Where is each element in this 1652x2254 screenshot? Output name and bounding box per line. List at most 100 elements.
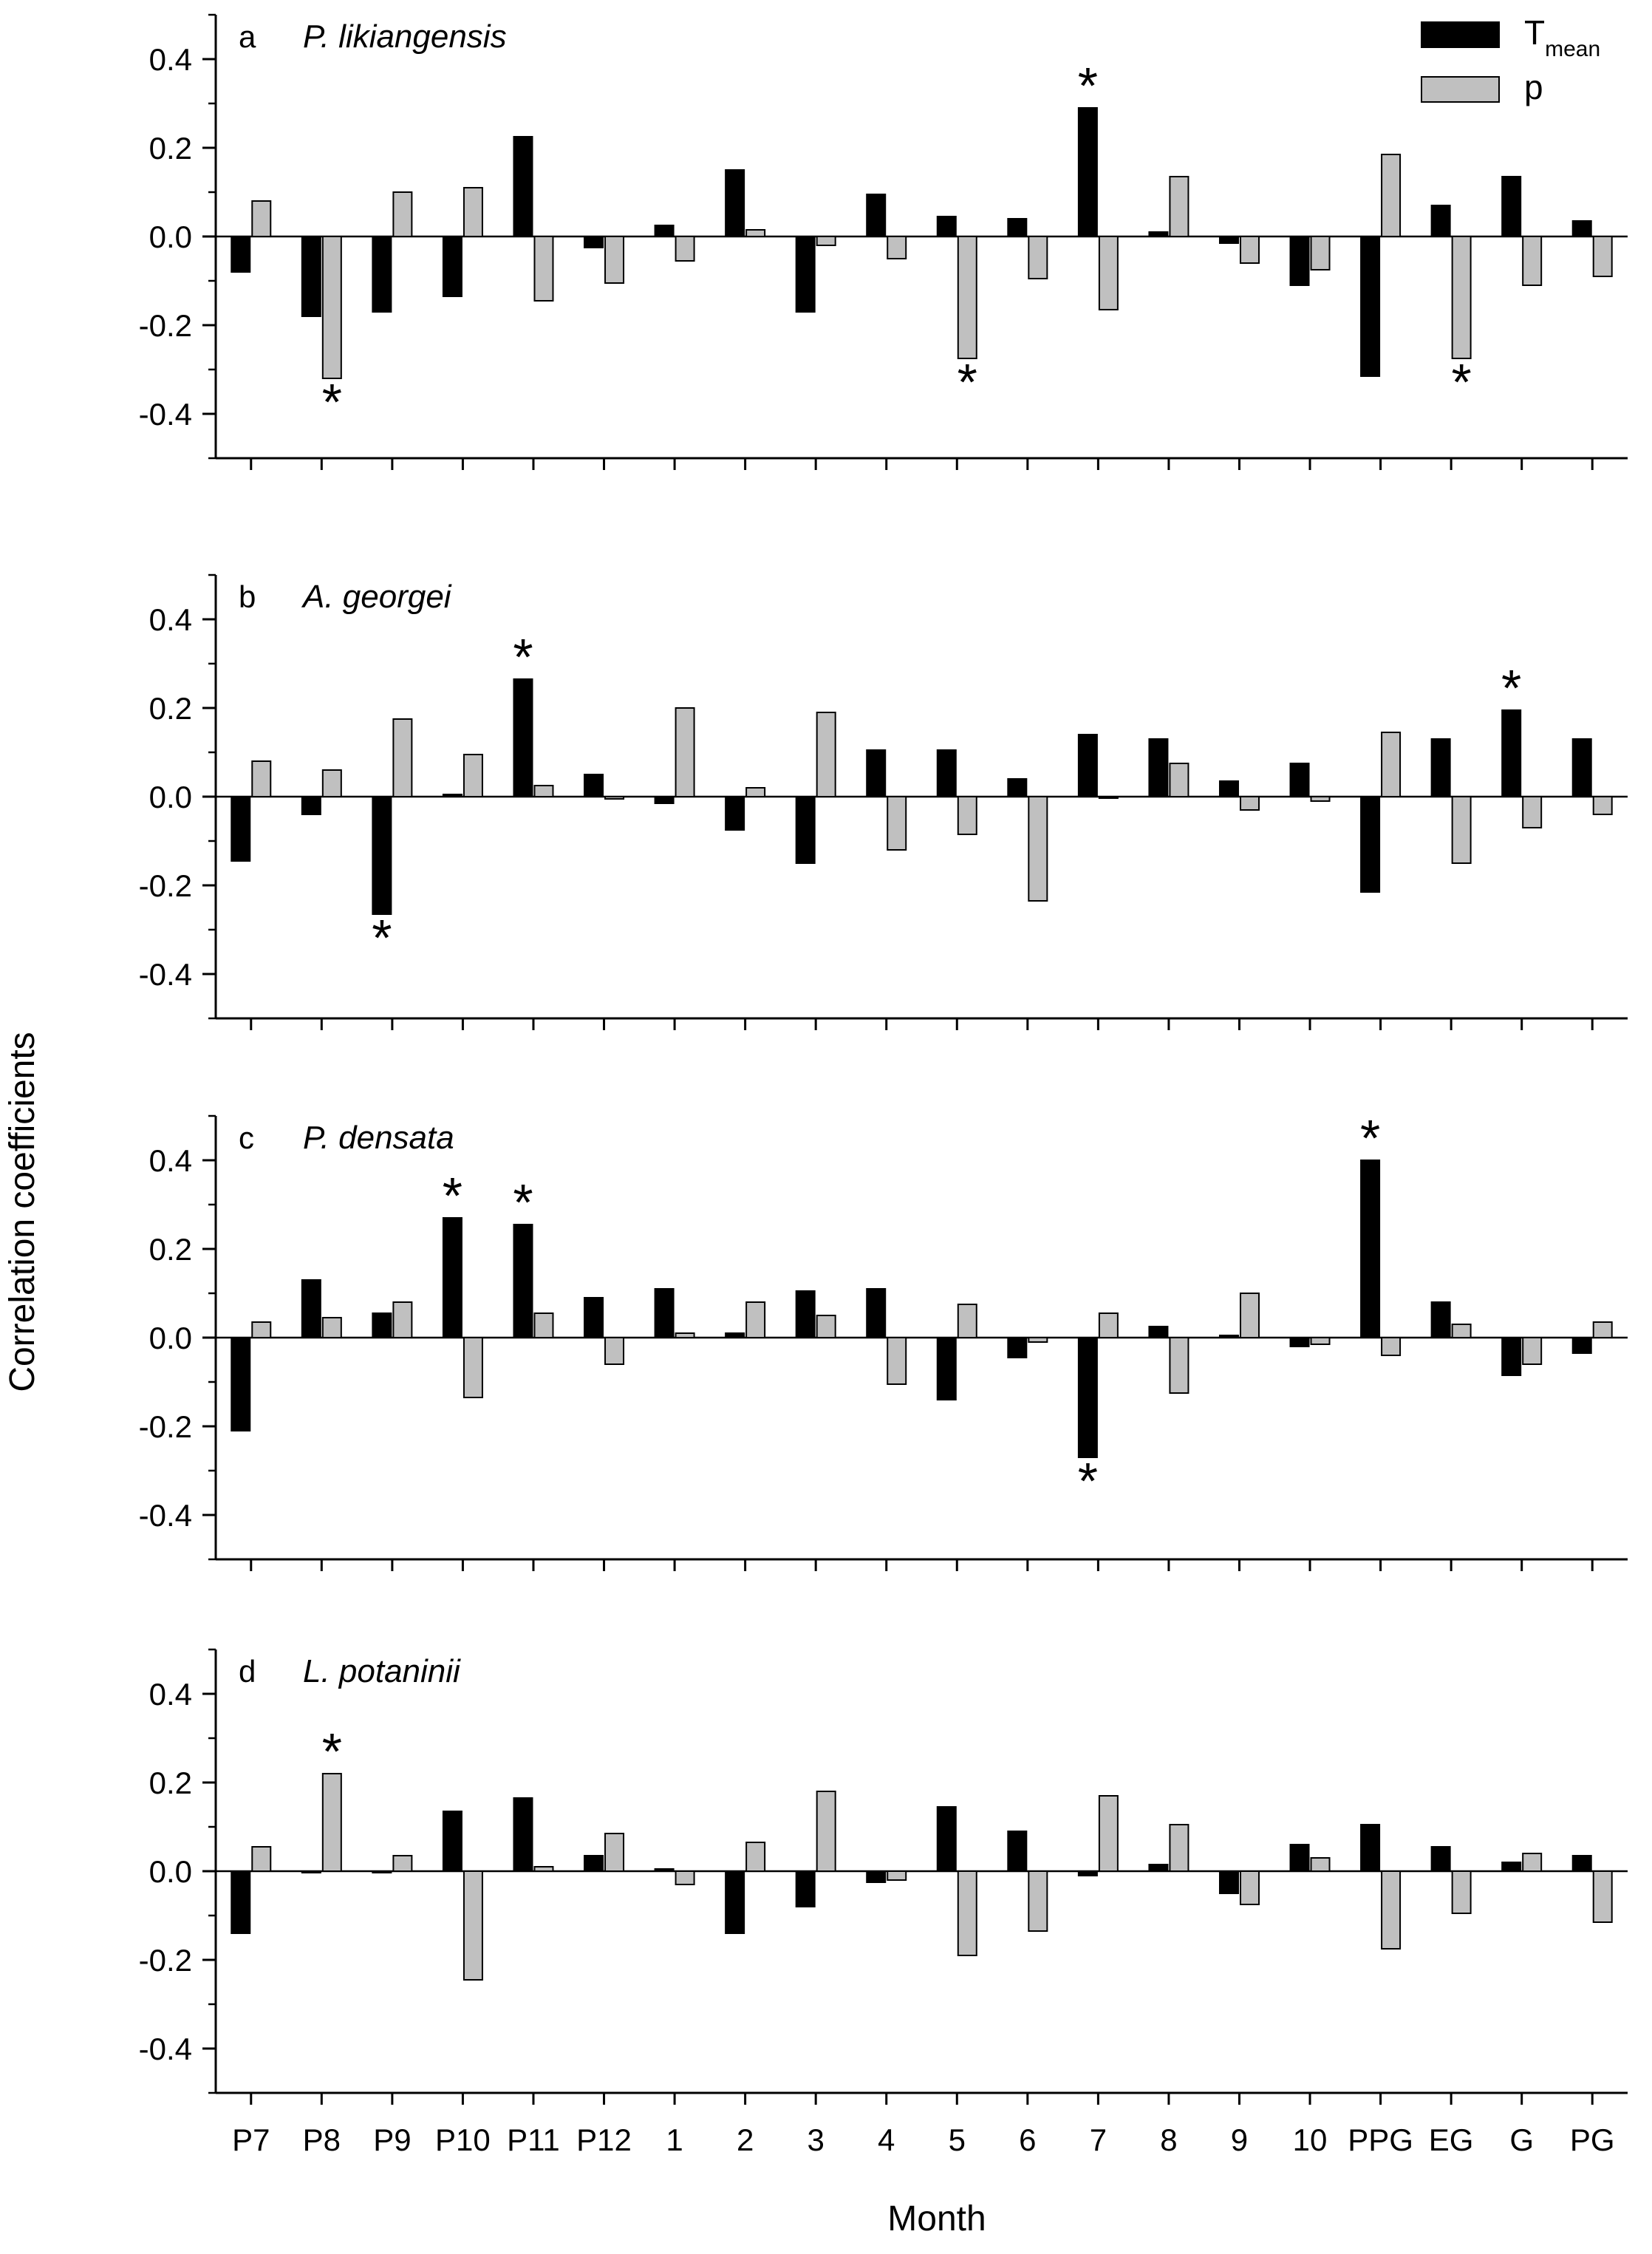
bar-tmean-EG [1430,205,1451,237]
bar-tmean-P12 [584,1855,604,1872]
bar-tmean-1 [654,1288,675,1338]
bar-p-P11 [533,785,554,797]
bar-p-P8 [321,1317,342,1338]
x-tick-label: 8 [1160,2122,1177,2157]
bar-tmean-P9 [372,796,392,915]
bar-p-4 [887,796,907,851]
bar-tmean-PG [1571,1855,1592,1872]
significance-marker: * [322,1723,342,1780]
bar-tmean-6 [1007,1831,1028,1872]
bar-p-3 [816,1791,836,1872]
y-tick-label: 0.2 [149,131,192,166]
bar-tmean-P12 [584,774,604,797]
panel-title: P. likiangensis [303,18,507,55]
chart-panel-c: 0.4 0.2 0.0 -0.2 -0.4 c P. densata * * * * [139,1109,1628,1571]
bar-p-PPG [1381,1337,1402,1356]
y-tick-label: 0.4 [149,1143,192,1178]
x-tick-label: PPG [1348,2122,1413,2157]
panel-letter: b [239,579,256,614]
bar-tmean-10 [1289,236,1310,286]
bar-p-EG [1451,1324,1472,1338]
bar-p-P12 [604,1337,625,1365]
bar-p-PPG [1381,1870,1402,1950]
bar-p-1 [675,236,695,262]
bar-tmean-EG [1430,1846,1451,1872]
bar-tmean-10 [1289,1337,1310,1347]
y-tick-label: 0.4 [149,42,192,77]
bar-p-6 [1028,1337,1048,1343]
bar-tmean-6 [1007,778,1028,797]
y-tick-label: -0.2 [139,868,192,903]
x-tick-label: 7 [1090,2122,1107,2157]
bar-p-6 [1028,796,1048,902]
bar-p-P7 [251,1321,272,1338]
x-tick-label: P9 [373,2122,411,2157]
bar-p-P12 [604,1833,625,1872]
bar-p-PPG [1381,732,1402,797]
bar-p-7 [1098,796,1119,799]
bar-p-9 [1239,796,1260,811]
bar-p-2 [745,1301,766,1338]
bar-tmean-2 [725,169,745,237]
bar-p-G [1522,236,1543,286]
significance-marker: * [1078,1452,1098,1510]
bar-p-7 [1098,1795,1119,1872]
y-tick-label: -0.4 [139,2032,192,2066]
bar-tmean-3 [795,796,816,864]
legend: Tmean p [1421,13,1600,106]
legend-swatch-tmean [1421,21,1500,48]
bar-tmean-P9 [372,1312,392,1338]
bar-tmean-P10 [442,236,463,297]
y-tick-label: -0.2 [139,308,192,343]
bar-tmean-3 [795,236,816,313]
y-axis-title: Correlation coefficients [3,1032,42,1392]
bar-tmean-4 [866,1870,887,1883]
bar-tmean-5 [936,1337,957,1400]
bar-tmean-6 [1007,1337,1028,1358]
significance-marker: * [1452,353,1472,411]
bar-p-3 [816,1315,836,1338]
panel-title: P. densata [303,1120,454,1156]
bar-tmean-6 [1007,218,1028,237]
chart-panel-d: 0.4 0.2 0.0 -0.2 -0.4 d L. potaninii * P7 P8 P9 P10… [139,1648,1628,2157]
x-tick-label: P7 [232,2122,270,2157]
bar-tmean-2 [725,1332,745,1338]
bar-tmean-10 [1289,763,1310,797]
x-tick-label: 1 [666,2122,683,2157]
panel-letter: c [239,1120,254,1155]
x-tick-label: EG [1429,2122,1474,2157]
bar-p-8 [1169,1824,1189,1872]
y-tick-label: 0.2 [149,1766,192,1800]
bar-p-4 [887,236,907,259]
y-tick-label: 0.4 [149,602,192,637]
bar-p-PPG [1381,154,1402,237]
bar-p-P9 [392,1855,413,1872]
bar-tmean-PPG [1360,236,1381,377]
bar-p-P10 [463,187,483,237]
bar-p-10 [1310,236,1331,270]
bar-tmean-P10 [442,1811,463,1872]
bar-p-G [1522,796,1543,828]
bar-tmean-P10 [442,1217,463,1338]
significance-marker: * [958,353,977,411]
y-tick-label: 0.2 [149,691,192,726]
bar-tmean-P11 [513,136,533,237]
y-tick-label: 0.0 [149,1854,192,1889]
x-tick-label: G [1509,2122,1534,2157]
bar-p-PG [1592,796,1613,815]
bar-p-4 [887,1870,907,1881]
bar-tmean-5 [936,1806,957,1872]
bar-p-7 [1098,236,1119,310]
bar-p-P8 [321,236,342,379]
bar-tmean-P9 [372,1870,392,1873]
chart-panels: 0.40.20.0-0.2-0.4a P. likiangensis* ***0.4… [139,13,1628,2157]
bar-tmean-EG [1430,1301,1451,1338]
bar-tmean-P8 [301,236,321,317]
bar-p-5 [957,796,977,835]
bar-tmean-7 [1077,107,1098,237]
x-tick-label: 3 [807,2122,824,2157]
bar-p-10 [1310,1337,1331,1345]
bar-p-8 [1169,176,1189,237]
bar-p-10 [1310,1857,1331,1872]
bar-tmean-P12 [584,1297,604,1338]
